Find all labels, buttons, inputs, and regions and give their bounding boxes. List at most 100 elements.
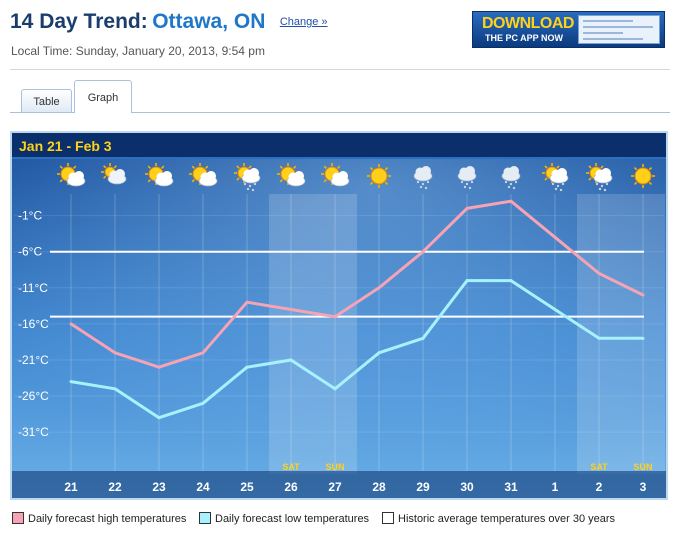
sun-icon	[367, 164, 391, 188]
page-heading: 14 Day Trend: Ottawa, ON Change »	[10, 10, 328, 34]
sun-ray	[205, 165, 209, 169]
weekday-label: SUN	[325, 462, 344, 472]
x-tick-label: 2	[596, 480, 603, 494]
snowflake	[463, 185, 467, 189]
sun-ray	[588, 165, 592, 169]
legend-label-historic: Historic average temperatures over 30 ye…	[398, 513, 616, 525]
weather-icons	[57, 163, 655, 192]
data-point-high	[465, 206, 469, 210]
y-tick-label: -11°C	[18, 281, 48, 295]
tab-table[interactable]: Table	[21, 89, 72, 112]
sun-ray	[323, 179, 327, 183]
snowflake	[243, 182, 247, 186]
sun-ray	[369, 166, 374, 171]
sun-ray	[279, 179, 283, 183]
snowflake	[253, 182, 257, 186]
snowflake	[551, 182, 555, 186]
x-tick-label: 23	[152, 480, 166, 494]
trend-graph-panel: Jan 21 - Feb 3 -1°C -6°C -11°C -16°C -21°C -26…	[10, 131, 668, 500]
data-point-low	[333, 387, 337, 391]
snow-cloud-icon	[413, 166, 433, 190]
data-point-low	[69, 380, 73, 384]
data-point-low	[465, 279, 469, 283]
page-title: 14 Day Trend:	[10, 10, 148, 33]
cloud-icon	[101, 163, 127, 185]
sun-ray	[337, 165, 341, 169]
x-tick-label: 27	[328, 480, 342, 494]
data-point-high	[641, 293, 645, 297]
date-range-title: Jan 21 - Feb 3	[19, 138, 112, 154]
cloud-puff	[338, 171, 348, 181]
sun-ray	[556, 165, 560, 169]
sun-ray	[73, 165, 77, 169]
sun-ray	[648, 181, 653, 186]
sun-ray	[59, 165, 63, 169]
tab-graph[interactable]: Graph	[74, 80, 132, 113]
snowflake	[595, 182, 599, 186]
cloud-puff	[601, 168, 611, 178]
cloud-puff	[162, 171, 172, 181]
tab-strip-line	[10, 112, 670, 113]
x-tick-label: 21	[64, 480, 78, 494]
snowflake	[605, 182, 609, 186]
weekend-column	[313, 194, 357, 474]
data-point-high	[377, 286, 381, 290]
x-tick-label: 26	[284, 480, 298, 494]
snowflake	[465, 182, 469, 186]
snowflake	[556, 184, 560, 188]
data-point-high	[245, 300, 249, 304]
data-point-low	[421, 336, 425, 340]
sun-cloud-icon	[321, 163, 350, 187]
snowflake	[419, 185, 423, 189]
sun-ray	[147, 179, 151, 183]
data-point-high	[553, 235, 557, 239]
x-tick-label: 24	[196, 480, 210, 494]
change-location-link[interactable]: Change »	[279, 16, 328, 28]
weekend-column	[621, 194, 665, 474]
local-time: Local Time: Sunday, January 20, 2013, 9:…	[11, 44, 265, 58]
y-tick-label: -6°C	[18, 245, 42, 259]
cloud-snow-icon	[542, 163, 569, 192]
sun-ray	[544, 165, 548, 169]
sun-ray	[600, 165, 604, 169]
snowflake	[426, 180, 430, 184]
legend-swatch-historic	[382, 512, 394, 524]
snowflake	[509, 182, 513, 186]
sun-ray	[103, 175, 107, 179]
sun-ray	[59, 179, 63, 183]
snow-cloud-icon	[501, 166, 521, 190]
sun-cloud-icon	[57, 163, 86, 187]
sun-ray	[191, 165, 195, 169]
city-name: Ottawa, ON	[152, 10, 266, 33]
x-tick-label: 25	[240, 480, 254, 494]
data-point-low	[553, 307, 557, 311]
sun-ray	[236, 177, 240, 181]
data-point-low	[509, 279, 513, 283]
cloud-puff	[465, 166, 475, 176]
x-tick-label: 31	[504, 480, 518, 494]
x-tick-label: 3	[640, 480, 647, 494]
sun-ray	[147, 165, 151, 169]
y-axis-labels: -1°C -6°C -11°C -16°C -21°C -26°C -31°C	[18, 209, 49, 439]
header-divider	[10, 69, 670, 70]
snowflake	[603, 188, 607, 192]
sun-cloud-icon	[145, 163, 174, 187]
sun-ray	[103, 165, 107, 169]
sun-ray	[544, 177, 548, 181]
legend-label-high: Daily forecast high temperatures	[28, 513, 187, 525]
snowflake	[512, 186, 516, 190]
snowflake	[251, 188, 255, 192]
legend-item-high: Daily forecast high temperatures	[12, 512, 186, 525]
sun-ray	[248, 165, 252, 169]
legend-swatch-high	[12, 512, 24, 524]
y-tick-label: -26°C	[18, 389, 49, 403]
download-app-banner[interactable]: DOWNLOAD THE PC APP NOW	[472, 11, 665, 48]
sun-ray	[279, 165, 283, 169]
sun-disc	[634, 167, 652, 185]
data-point-high	[157, 365, 161, 369]
sun-disc	[370, 167, 388, 185]
data-point-high	[289, 307, 293, 311]
snowflake	[559, 188, 563, 192]
data-point-high	[201, 351, 205, 355]
